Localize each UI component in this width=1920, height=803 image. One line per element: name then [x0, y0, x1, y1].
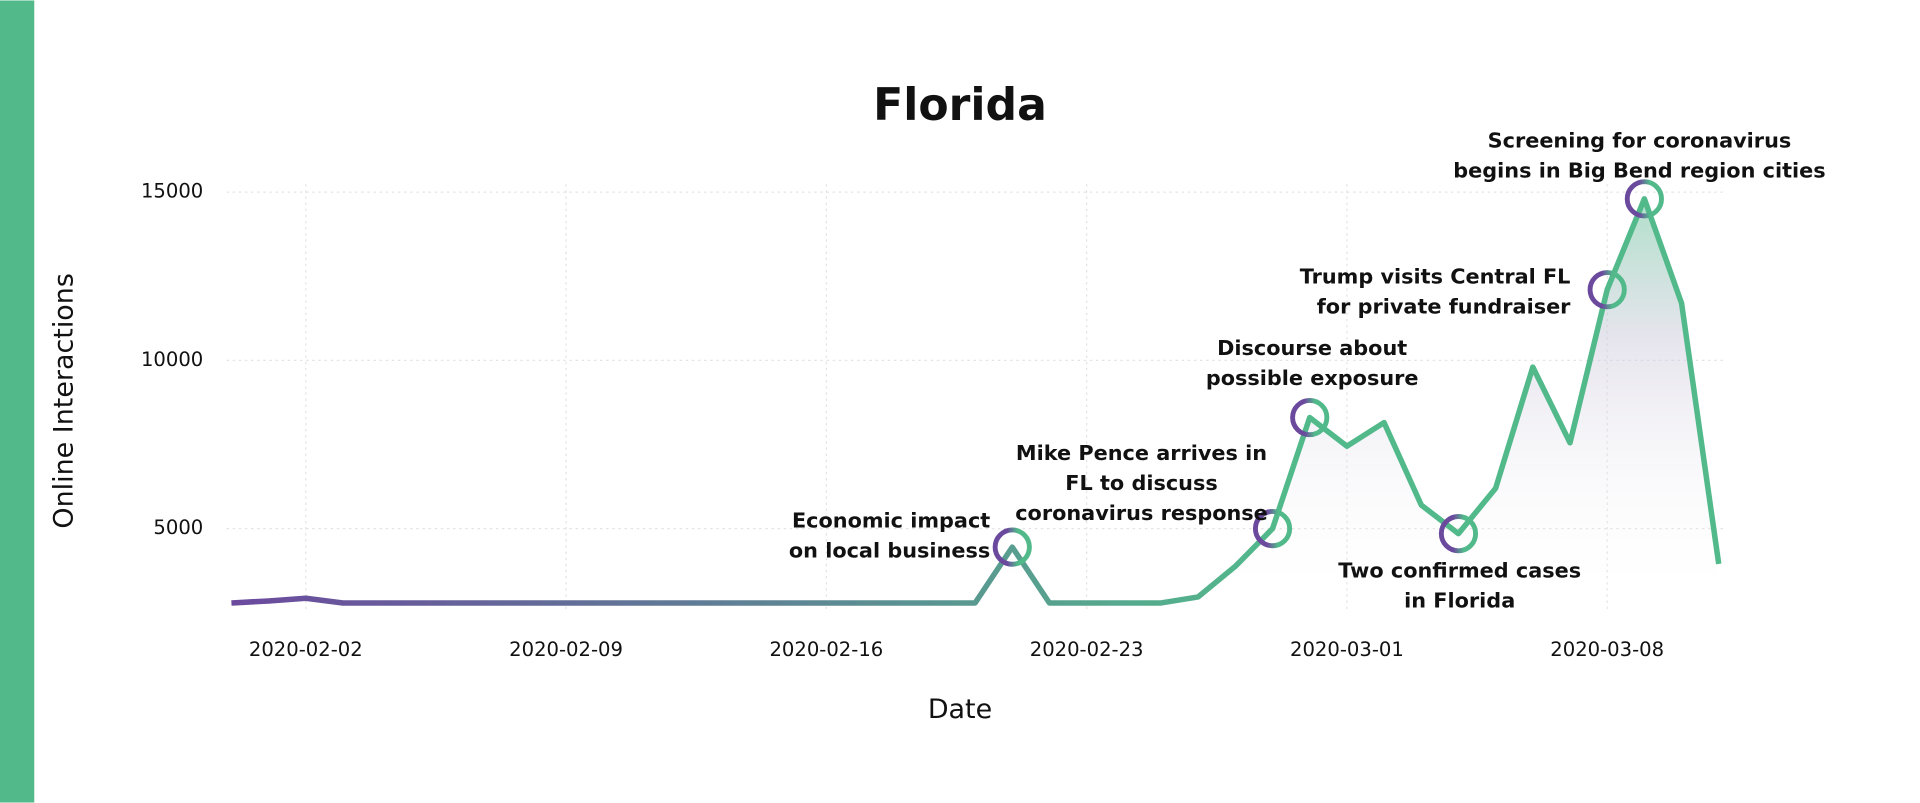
annotation-text: on local business [789, 538, 990, 562]
side-bar [0, 0, 35, 803]
x-tick-label: 2020-02-23 [1030, 638, 1144, 661]
x-tick-label: 2020-03-01 [1290, 638, 1404, 661]
annotation-text: begins in Big Bend region cities [1453, 158, 1825, 182]
y-axis-label: Online Interactions [48, 273, 79, 528]
annotation-text: Economic impact [792, 508, 990, 532]
annotation-text: FL to discuss [1065, 471, 1217, 495]
annotation-text: Screening for coronavirus [1488, 128, 1792, 152]
chart-title: Florida [873, 80, 1047, 131]
annotation-text: Discourse about [1217, 336, 1407, 360]
x-tick-label: 2020-02-09 [509, 638, 623, 661]
y-tick-label: 10000 [141, 348, 203, 371]
area [231, 198, 1719, 606]
x-tick-label: 2020-02-16 [769, 638, 883, 661]
annotation-marker [1624, 179, 1664, 219]
annotation-text: Two confirmed cases [1338, 559, 1581, 583]
annotation-text: for private fundraiser [1317, 294, 1571, 318]
annotation-marker [1290, 397, 1330, 438]
annotation-marker [1438, 514, 1479, 554]
x-tick-label: 2020-03-08 [1550, 638, 1664, 661]
annotation-marker [1587, 270, 1627, 310]
annotation-marker [992, 527, 1032, 567]
annotation-text: Trump visits Central FL [1300, 264, 1571, 288]
annotation-text: Mike Pence arrives in [1016, 441, 1267, 465]
annotation-text: coronavirus response [1015, 501, 1268, 525]
x-tick-label: 2020-02-02 [249, 638, 363, 661]
annotation-text: possible exposure [1206, 366, 1419, 390]
x-axis-label: Date [928, 694, 992, 725]
y-tick-label: 15000 [141, 180, 203, 203]
annotation-marker [1252, 509, 1293, 549]
annotation-text: in Florida [1404, 589, 1515, 613]
y-tick-label: 5000 [153, 516, 203, 539]
